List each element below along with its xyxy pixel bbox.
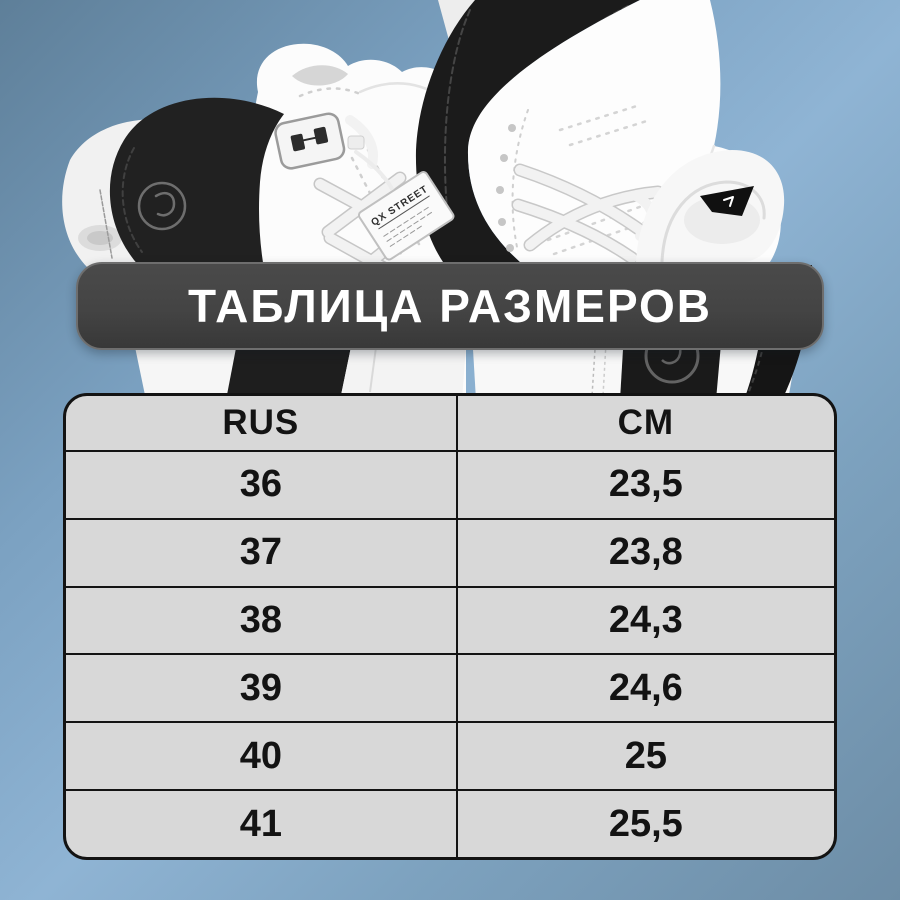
right-laces — [511, 163, 665, 265]
tongue-eyelet-patch — [274, 112, 346, 170]
table-row: 41 25,5 — [66, 789, 834, 857]
cell-rus: 40 — [66, 723, 458, 790]
cell-rus: 37 — [66, 519, 458, 586]
cell-rus: 36 — [66, 452, 458, 518]
cell-rus: 39 — [66, 655, 458, 722]
table-row: 40 25 — [66, 721, 834, 790]
cell-cm: 23,5 — [608, 463, 683, 506]
cell-cm: 25,5 — [608, 802, 683, 845]
collar-opening — [292, 65, 348, 86]
fragment-circle-logo-icon — [137, 181, 187, 231]
cell-rus: 38 — [66, 587, 458, 654]
right-sneaker — [415, 0, 785, 265]
cell-cm: 25 — [624, 734, 667, 777]
heel-tab-logo-icon — [700, 186, 754, 216]
table-row: 39 24,6 — [66, 653, 834, 722]
title-banner: ТАБЛИЦА РАЗМЕРОВ — [76, 262, 824, 350]
cell-rus: 41 — [66, 791, 458, 857]
header-cell-cm: CM — [617, 403, 675, 442]
cell-cm: 24,6 — [608, 666, 683, 709]
table-row: 36 23,5 — [66, 450, 834, 518]
table-row: 37 23,8 — [66, 517, 834, 586]
cell-cm: 23,8 — [608, 531, 683, 574]
table-row: 38 24,3 — [66, 585, 834, 654]
banner-title: ТАБЛИЦА РАЗМЕРОВ — [187, 280, 713, 332]
cell-cm: 24,3 — [608, 599, 683, 642]
sneakers-photo: QX STREET — [62, 0, 812, 400]
eyelets — [496, 124, 516, 252]
size-table: RUS CM 36 23,5 37 23,8 38 24,3 39 24,6 4… — [63, 393, 837, 860]
table-header-row: RUS CM — [66, 396, 834, 450]
header-cell-rus: RUS — [66, 396, 458, 450]
right-collar-band — [415, 0, 640, 262]
perforations — [298, 87, 422, 258]
